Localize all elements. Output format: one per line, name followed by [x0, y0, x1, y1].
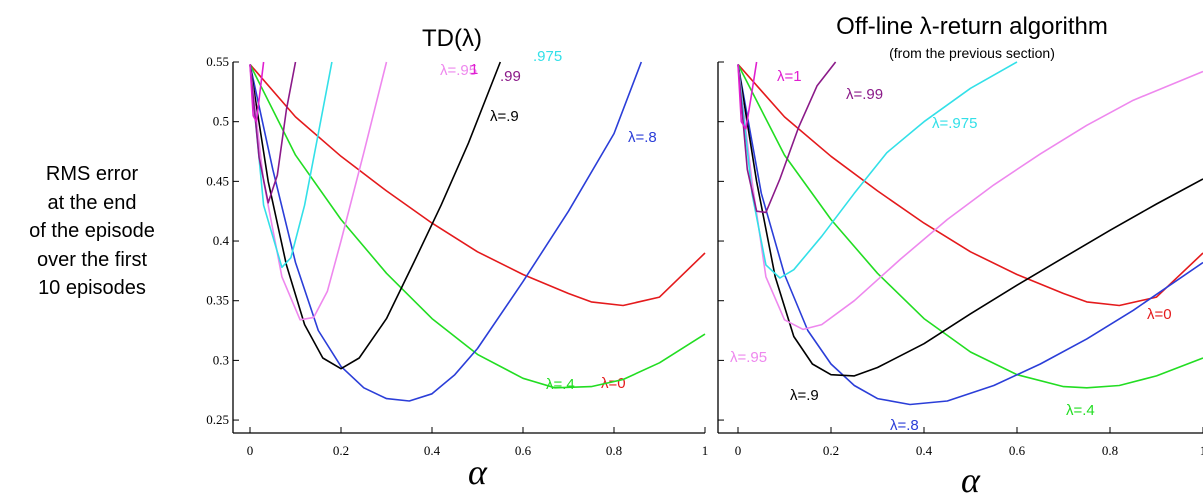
y-axis-title: RMS error at the end of the episode over…: [0, 160, 184, 303]
series-label: λ=.4: [546, 376, 575, 393]
x-tick-label: 0.8: [606, 443, 622, 458]
x-tick-label: 1: [1200, 443, 1203, 458]
series-label: λ=.975: [932, 115, 977, 132]
series-label: λ=.9: [790, 387, 819, 404]
series-label: λ=.4: [1066, 402, 1095, 419]
series-label: λ=.95: [730, 349, 767, 366]
series-line--95: [737, 64, 1203, 331]
series-line--99: [737, 61, 837, 214]
x-axis-title: α: [961, 460, 981, 495]
series-line--975: [737, 61, 1018, 279]
x-tick-label: 0.2: [823, 443, 839, 458]
series-line--9: [737, 64, 1203, 377]
y-axis-title-line-1: RMS error: [45, 163, 139, 185]
series-label: λ=0: [601, 375, 626, 392]
y-axis-title-line-5: 10 episodes: [38, 277, 146, 299]
x-tick-label: 0.2: [333, 443, 349, 458]
series-label: λ=.8: [890, 417, 919, 434]
x-tick-label: 0.6: [515, 443, 532, 458]
series-label: λ=0: [1147, 306, 1172, 323]
x-axis-title: α: [468, 452, 488, 492]
chart-panel-offline: 0 0.2 0.4 0.6 0.8 1 λ=0 λ=.4 λ=.8 λ=.9 λ=.95 λ=.975…: [717, 13, 1203, 495]
y-tick-label: 0.5: [213, 114, 229, 129]
x-tick-label: 0.4: [424, 443, 441, 458]
x-tick-label: 0: [735, 443, 742, 458]
series-line--8: [737, 64, 1203, 406]
y-tick-label: 0.4: [213, 233, 230, 248]
series-line--4: [737, 64, 1203, 389]
series-label: λ=.99: [846, 86, 883, 103]
series-line--99: [249, 61, 297, 204]
y-tick-label: 0.45: [206, 173, 229, 188]
y-tick-label: 0.25: [206, 412, 229, 427]
y-tick-label: 0.3: [213, 352, 229, 367]
y-axis-title-line-4: over the first: [36, 248, 148, 271]
series-line--0: [737, 63, 1203, 307]
series-line--0: [249, 63, 706, 307]
x-tick-label: 1: [702, 443, 709, 458]
series-label: λ=.95: [440, 62, 477, 79]
chart-title: Off-line λ-return algorithm: [836, 13, 1108, 40]
x-tick-label: 0.6: [1009, 443, 1026, 458]
series-line--1: [737, 61, 758, 130]
series-line--975: [249, 61, 333, 269]
x-tick-label: 0: [247, 443, 254, 458]
x-tick-label: 0.8: [1102, 443, 1118, 458]
chart-title: TD(λ): [422, 25, 482, 52]
series-line--8: [249, 61, 643, 402]
x-tick-label: 0.4: [916, 443, 933, 458]
series-label: .99: [500, 68, 521, 85]
series-label: .975: [533, 48, 562, 65]
series-label: 1: [470, 61, 478, 78]
y-axis-title-line-2: at the end: [47, 191, 137, 214]
series-line--1: [249, 61, 265, 123]
y-tick-label: 0.55: [206, 54, 229, 69]
series-line--4: [249, 64, 706, 389]
chart-panel-td: 0 0.2 0.4 0.6 0.8 1 0.25 0.3 0.35 0.4 0.45 0.5 0.55 λ…: [206, 25, 708, 492]
series-line--95: [249, 61, 388, 321]
chart-subtitle: (from the previous section): [889, 45, 1055, 61]
series-label: λ=1: [777, 68, 802, 85]
series-label: λ=.9: [490, 108, 519, 125]
series-line--9: [249, 61, 502, 370]
y-axis-title-line-3: of the episode: [29, 220, 155, 242]
series-label: λ=.8: [628, 129, 657, 146]
y-tick-label: 0.35: [206, 293, 229, 308]
